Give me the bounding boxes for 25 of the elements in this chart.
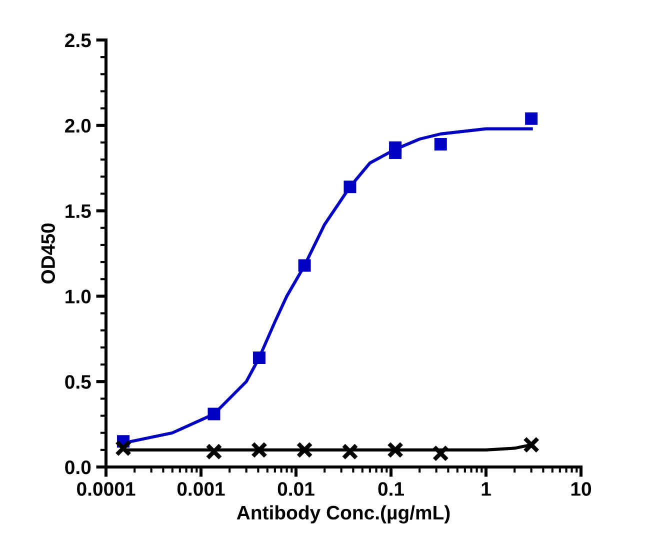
x-axis-title: Antibody Conc.(µg/mL) (236, 505, 450, 524)
point (525, 112, 538, 125)
y-tick-label: 1.0 (66, 290, 91, 304)
x-tick-label: 10 (571, 482, 592, 496)
point (250, 442, 268, 458)
y-tick-label: 2.5 (65, 33, 91, 48)
x-tick-label: 0.01 (278, 482, 314, 496)
x-tick-label: 0.0001 (77, 482, 136, 496)
y-tick-label: 0.5 (65, 375, 91, 389)
y-tick-label: 2.0 (65, 118, 91, 133)
point (344, 180, 356, 194)
point (298, 259, 311, 272)
point (252, 351, 266, 364)
point (432, 445, 449, 462)
point (206, 443, 222, 460)
point (296, 442, 313, 458)
x-tick-label: 1 (482, 482, 491, 496)
y-tick-label: 1.5 (66, 204, 91, 218)
point (208, 408, 220, 420)
x-tick-label: 0.001 (177, 482, 225, 496)
y-axis-title: OD450 (41, 223, 55, 284)
x-tick-label: 0.1 (378, 482, 404, 496)
y-tick-label: 0.0 (65, 460, 91, 474)
point (386, 442, 404, 458)
point (342, 443, 358, 460)
